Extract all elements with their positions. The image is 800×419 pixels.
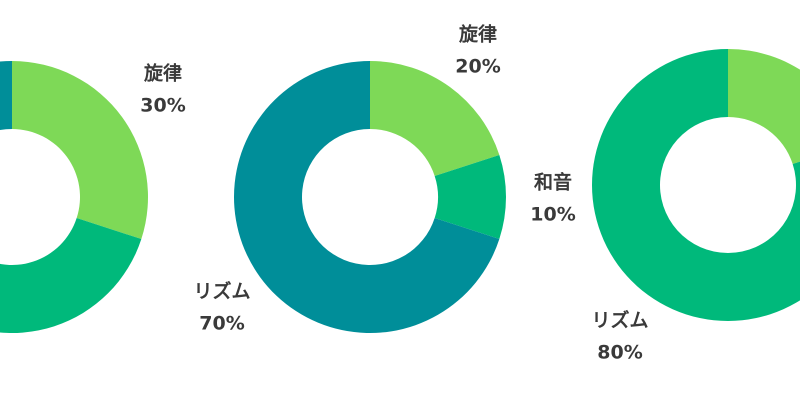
donut-slice — [370, 61, 500, 176]
donut-slice — [234, 61, 500, 334]
donut-slice — [0, 61, 12, 131]
slice-label: リズム — [193, 280, 250, 303]
donut-slice — [592, 49, 800, 321]
donut-slice — [0, 218, 142, 333]
value-label: 10% — [530, 204, 575, 226]
value-label: 70% — [199, 313, 244, 335]
donut-slice — [434, 154, 506, 240]
donut-slice — [12, 61, 148, 240]
value-label: 30% — [140, 95, 185, 117]
value-label: 80% — [597, 342, 642, 364]
slice-label: 旋律 — [458, 23, 497, 46]
slice-label: 和音 — [534, 171, 572, 194]
donut-slice — [728, 49, 800, 164]
slice-label: 旋律 — [143, 62, 182, 85]
value-label: 20% — [455, 56, 500, 78]
slice-label: リズム — [591, 309, 648, 332]
